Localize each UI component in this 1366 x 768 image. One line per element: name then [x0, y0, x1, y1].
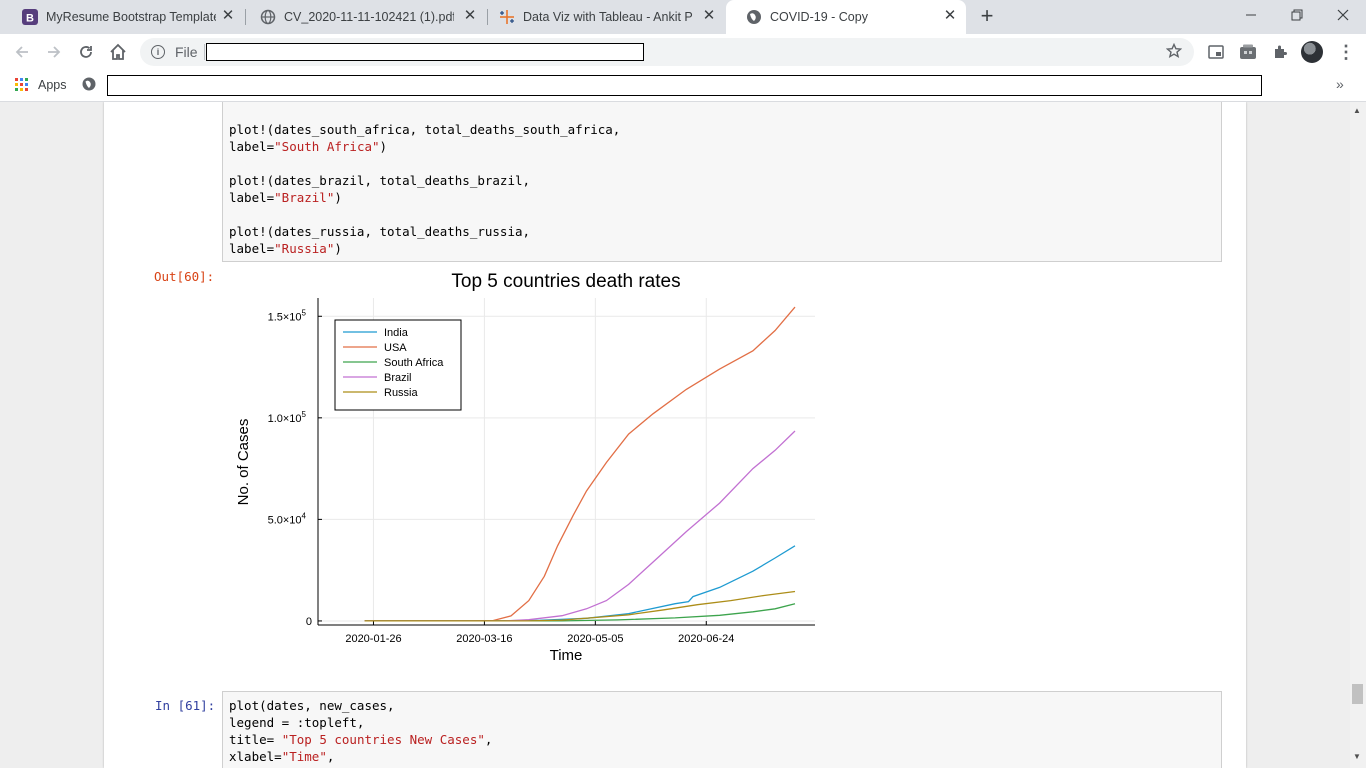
scroll-up-arrow[interactable]: ▲: [1353, 106, 1361, 115]
globe-icon[interactable]: [82, 77, 96, 91]
chevron-right-icon[interactable]: »: [1336, 76, 1344, 92]
reload-icon: [80, 46, 92, 58]
tab-cv-pdf[interactable]: CV_2020-11-11-102421 (1).pdf ✕: [240, 0, 486, 34]
minimize-icon: [1246, 14, 1256, 16]
x-tick-label: 2020-06-24: [678, 633, 734, 645]
restore-button[interactable]: [1274, 0, 1320, 30]
code-line: plot!(dates_brazil, total_deaths_brazil,: [229, 173, 531, 188]
cast-icon[interactable]: [1207, 44, 1225, 60]
browser-toolbar: i File: [0, 34, 1366, 70]
legend-label: Russia: [384, 387, 419, 399]
close-icon: [1337, 9, 1349, 21]
tab-tableau[interactable]: Data Viz with Tableau - Ankit Pra ✕: [479, 0, 725, 34]
x-tick-label: 2020-05-05: [567, 633, 623, 645]
extension-store-icon[interactable]: [1239, 44, 1257, 60]
series-line-russia: [364, 590, 796, 622]
url-input[interactable]: [206, 43, 644, 61]
death-rates-chart: Top 5 countries death rates Time No. of …: [235, 271, 815, 664]
series-line-brazil: [364, 430, 796, 622]
tab-title: MyResume Bootstrap Template -: [46, 10, 216, 24]
forward-button[interactable]: [42, 40, 66, 64]
scheme-label: File: [175, 44, 198, 60]
tab-covid[interactable]: COVID-19 - Copy ✕: [726, 0, 966, 34]
arrow-right-icon: [48, 46, 61, 58]
close-icon[interactable]: ✕: [463, 7, 477, 24]
y-tick-label: 1.0×105: [268, 410, 307, 425]
code-cell[interactable]: plot(dates, new_cases, legend = :topleft…: [222, 691, 1222, 768]
close-icon[interactable]: ✕: [943, 7, 957, 24]
apps-grid-icon[interactable]: [15, 78, 28, 91]
y-tick-label: 0: [306, 616, 312, 628]
legend-label: South Africa: [384, 357, 444, 369]
chart-title: Top 5 countries death rates: [451, 271, 680, 292]
code-line: legend = :topleft,: [229, 715, 365, 730]
extensions-icon[interactable]: [1271, 44, 1289, 60]
globe-icon: [746, 9, 762, 25]
chart-legend: India USA South Africa Brazil Russia: [334, 319, 462, 411]
input-prompt: In [61]:: [155, 698, 216, 713]
code-line: label="Russia"): [229, 241, 342, 256]
tab-title: COVID-19 - Copy: [770, 10, 868, 24]
tab-divider: [245, 9, 246, 25]
globe-icon: [260, 9, 276, 25]
code-line: plot(dates, new_cases,: [229, 698, 395, 713]
close-window-button[interactable]: [1320, 0, 1366, 30]
address-bar[interactable]: i File: [140, 38, 1194, 66]
code-line: plot!(dates_russia, total_deaths_russia,: [229, 224, 531, 239]
series-line-usa: [364, 306, 796, 622]
url-divider: [204, 44, 205, 60]
arrow-left-icon: [15, 46, 28, 58]
close-icon[interactable]: ✕: [702, 7, 716, 24]
legend-label: USA: [384, 342, 407, 354]
series-line-india: [364, 545, 796, 622]
star-icon[interactable]: [1165, 42, 1183, 64]
tab-title: Data Viz with Tableau - Ankit Pra: [523, 10, 693, 24]
legend-label: Brazil: [384, 372, 412, 384]
x-tick-label: 2020-03-16: [456, 633, 512, 645]
svg-text:B: B: [26, 13, 34, 25]
info-icon[interactable]: i: [151, 45, 165, 59]
x-axis-label: Time: [550, 647, 583, 664]
x-tick-label: 2020-01-26: [345, 633, 401, 645]
tab-divider: [487, 9, 488, 25]
legend-label: India: [384, 327, 409, 339]
apps-bookmark[interactable]: Apps: [38, 78, 67, 92]
scroll-down-arrow[interactable]: ▼: [1353, 752, 1361, 761]
close-icon[interactable]: ✕: [221, 7, 235, 24]
tableau-icon: [499, 9, 515, 25]
bookmarks-bar: Apps »: [0, 70, 1366, 102]
back-button[interactable]: [10, 40, 34, 64]
y-tick-label: 5.0×104: [268, 511, 307, 526]
series-line-south-africa: [364, 603, 796, 622]
scroll-thumb[interactable]: [1352, 684, 1363, 704]
menu-icon[interactable]: ⋮: [1337, 42, 1355, 62]
restore-icon: [1291, 9, 1303, 21]
home-button[interactable]: [106, 40, 130, 64]
code-line: label="Brazil"): [229, 190, 342, 205]
y-tick-label: 1.5×105: [268, 308, 307, 323]
bootstrap-icon: B: [22, 9, 38, 25]
minimize-button[interactable]: [1228, 0, 1274, 30]
output-prompt: Out[60]:: [154, 269, 215, 284]
code-line: label="South Africa"): [229, 139, 388, 154]
reload-button[interactable]: [74, 40, 98, 64]
y-axis-label: No. of Cases: [235, 419, 252, 506]
page-scrollbar[interactable]: [1350, 102, 1366, 768]
code-line: title= "Top 5 countries New Cases",: [229, 732, 493, 747]
code-cell[interactable]: plot!(dates_south_africa, total_deaths_s…: [222, 102, 1222, 262]
code-line: xlabel="Time",: [229, 749, 335, 764]
bookmark-item[interactable]: [107, 75, 1262, 96]
tab-myresume[interactable]: B MyResume Bootstrap Template - ✕: [2, 0, 244, 34]
new-tab-button[interactable]: +: [980, 3, 994, 28]
notebook-page: plot!(dates_south_africa, total_deaths_s…: [0, 102, 1350, 768]
code-line: plot!(dates_south_africa, total_deaths_s…: [229, 122, 621, 137]
home-icon: [110, 43, 126, 60]
tab-strip: B MyResume Bootstrap Template - ✕ CV_202…: [0, 0, 1366, 34]
legend-box: [334, 319, 462, 411]
profile-avatar[interactable]: [1301, 41, 1323, 63]
tab-title: CV_2020-11-11-102421 (1).pdf: [284, 10, 454, 24]
